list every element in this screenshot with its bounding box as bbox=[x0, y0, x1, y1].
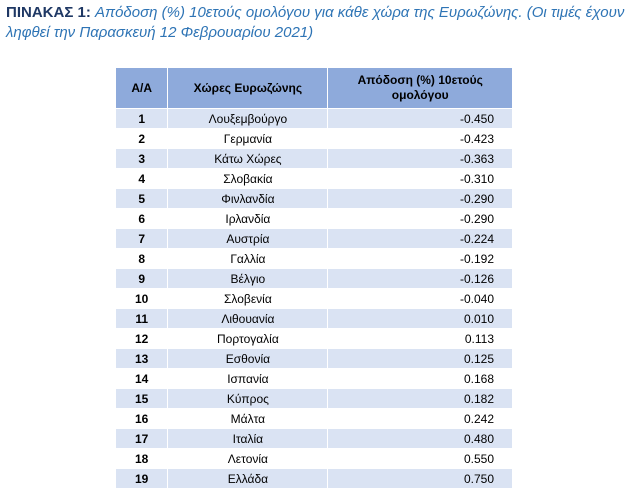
table-row: 1 Λουξεμβούργο -0.450 bbox=[114, 108, 513, 129]
row-number: 19 bbox=[114, 468, 169, 489]
row-number: 11 bbox=[114, 308, 169, 329]
row-number: 15 bbox=[114, 388, 169, 409]
row-country: Κύπρος bbox=[167, 388, 329, 409]
row-yield: 0.125 bbox=[327, 348, 513, 369]
row-yield: 0.480 bbox=[327, 428, 513, 449]
row-yield: -0.192 bbox=[327, 248, 513, 269]
row-country: Σλοβενία bbox=[167, 288, 329, 309]
row-number: 5 bbox=[114, 188, 169, 209]
row-number: 13 bbox=[114, 348, 169, 369]
table-row: 7 Αυστρία -0.224 bbox=[114, 228, 513, 249]
row-number: 10 bbox=[114, 288, 169, 309]
table-row: 9 Βέλγιο -0.126 bbox=[114, 268, 513, 289]
row-number: 4 bbox=[114, 168, 169, 189]
row-country: Γαλλία bbox=[167, 248, 329, 269]
row-number: 6 bbox=[114, 208, 169, 229]
table-row: 19 Ελλάδα 0.750 bbox=[114, 468, 513, 489]
table-row: 12 Πορτογαλία 0.113 bbox=[114, 328, 513, 349]
row-country: Σλοβακία bbox=[167, 168, 329, 189]
row-country: Βέλγιο bbox=[167, 268, 329, 289]
row-number: 18 bbox=[114, 448, 169, 469]
row-country: Λουξεμβούργο bbox=[167, 108, 329, 129]
row-yield: -0.040 bbox=[327, 288, 513, 309]
table-row: 15 Κύπρος 0.182 bbox=[114, 388, 513, 409]
row-country: Εσθονία bbox=[167, 348, 329, 369]
row-number: 8 bbox=[114, 248, 169, 269]
yield-table: Α/Α Χώρες Ευρωζώνης Απόδοση (%) 10ετούς … bbox=[114, 67, 513, 489]
row-yield: 0.113 bbox=[327, 328, 513, 349]
row-yield: -0.423 bbox=[327, 128, 513, 149]
row-country: Κάτω Χώρες bbox=[167, 148, 329, 169]
table-row: 10 Σλοβενία -0.040 bbox=[114, 288, 513, 309]
row-yield: 0.182 bbox=[327, 388, 513, 409]
header-number: Α/Α bbox=[114, 67, 169, 109]
row-country: Πορτογαλία bbox=[167, 328, 329, 349]
caption-label: ΠΙΝΑΚΑΣ 1: bbox=[6, 4, 91, 21]
row-country: Λετονία bbox=[167, 448, 329, 469]
row-country: Ελλάδα bbox=[167, 468, 329, 489]
row-country: Αυστρία bbox=[167, 228, 329, 249]
table-row: 14 Ισπανία 0.168 bbox=[114, 368, 513, 389]
row-yield: -0.450 bbox=[327, 108, 513, 129]
row-number: 16 bbox=[114, 408, 169, 429]
table-row: 18 Λετονία 0.550 bbox=[114, 448, 513, 469]
row-country: Γερμανία bbox=[167, 128, 329, 149]
table-row: 8 Γαλλία -0.192 bbox=[114, 248, 513, 269]
row-country: Ιρλανδία bbox=[167, 208, 329, 229]
row-number: 2 bbox=[114, 128, 169, 149]
row-yield: -0.290 bbox=[327, 188, 513, 209]
header-yield: Απόδοση (%) 10ετούς ομολόγου bbox=[327, 67, 513, 109]
row-country: Ιταλία bbox=[167, 428, 329, 449]
row-yield: 0.550 bbox=[327, 448, 513, 469]
row-country: Μάλτα bbox=[167, 408, 329, 429]
caption-text: Απόδοση (%) 10ετούς ομολόγου για κάθε χώ… bbox=[6, 4, 625, 41]
row-yield: 0.010 bbox=[327, 308, 513, 329]
row-yield: -0.224 bbox=[327, 228, 513, 249]
row-country: Ισπανία bbox=[167, 368, 329, 389]
row-yield: -0.126 bbox=[327, 268, 513, 289]
row-number: 3 bbox=[114, 148, 169, 169]
table-row: 13 Εσθονία 0.125 bbox=[114, 348, 513, 369]
table-body: 1 Λουξεμβούργο -0.450 2 Γερμανία -0.423 … bbox=[114, 108, 513, 489]
table-row: 5 Φινλανδία -0.290 bbox=[114, 188, 513, 209]
table-row: 3 Κάτω Χώρες -0.363 bbox=[114, 148, 513, 169]
row-country: Φινλανδία bbox=[167, 188, 329, 209]
row-yield: -0.290 bbox=[327, 208, 513, 229]
row-number: 17 bbox=[114, 428, 169, 449]
table-row: 16 Μάλτα 0.242 bbox=[114, 408, 513, 429]
row-yield: 0.168 bbox=[327, 368, 513, 389]
table-row: 6 Ιρλανδία -0.290 bbox=[114, 208, 513, 229]
row-yield: -0.310 bbox=[327, 168, 513, 189]
row-number: 9 bbox=[114, 268, 169, 289]
row-number: 7 bbox=[114, 228, 169, 249]
row-number: 14 bbox=[114, 368, 169, 389]
header-country: Χώρες Ευρωζώνης bbox=[167, 67, 329, 109]
table-caption: ΠΙΝΑΚΑΣ 1: Απόδοση (%) 10ετούς ομολόγου … bbox=[6, 3, 626, 43]
table-header-row: Α/Α Χώρες Ευρωζώνης Απόδοση (%) 10ετούς … bbox=[114, 67, 513, 109]
row-country: Λιθουανία bbox=[167, 308, 329, 329]
table-row: 2 Γερμανία -0.423 bbox=[114, 128, 513, 149]
row-yield: -0.363 bbox=[327, 148, 513, 169]
table-row: 17 Ιταλία 0.480 bbox=[114, 428, 513, 449]
row-number: 12 bbox=[114, 328, 169, 349]
row-yield: 0.750 bbox=[327, 468, 513, 489]
table-row: 11 Λιθουανία 0.010 bbox=[114, 308, 513, 329]
table-row: 4 Σλοβακία -0.310 bbox=[114, 168, 513, 189]
row-yield: 0.242 bbox=[327, 408, 513, 429]
row-number: 1 bbox=[114, 108, 169, 129]
